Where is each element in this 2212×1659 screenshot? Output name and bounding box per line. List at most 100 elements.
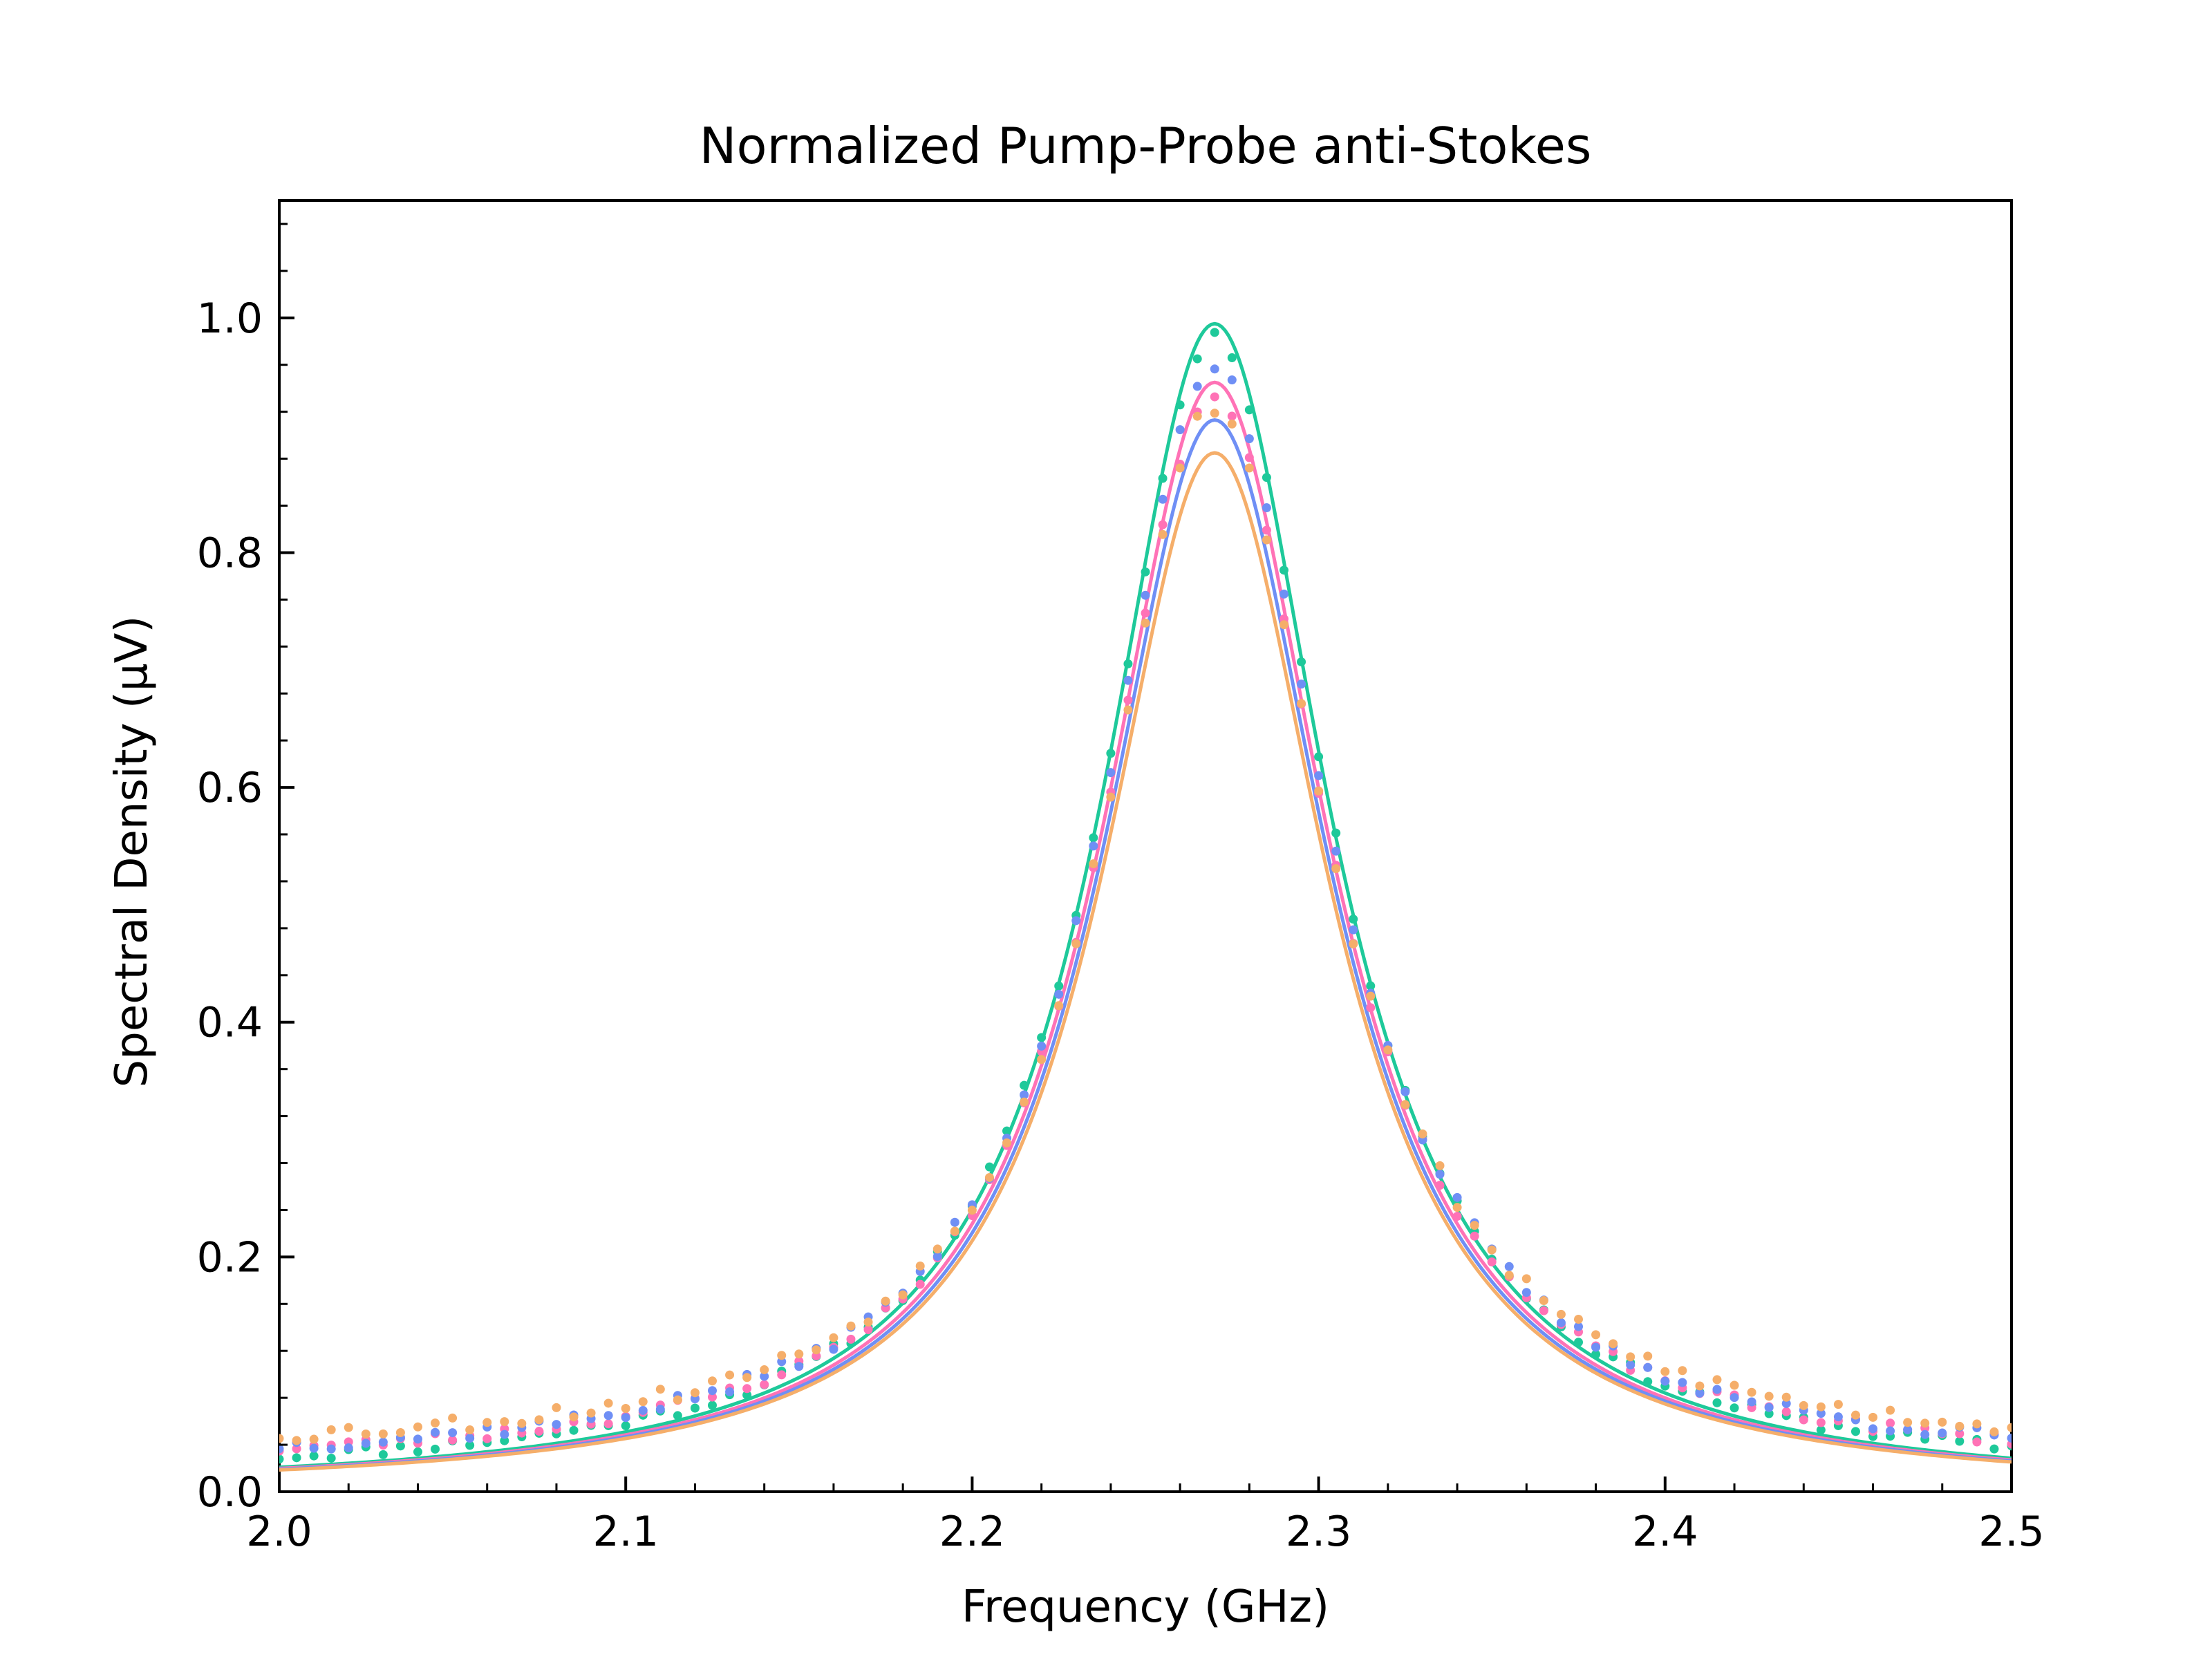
data-point-series-4 [1556,1309,1566,1319]
x-axis: 2.0 2.1 2.2 2.3 2.4 2.5 [246,1477,2045,1556]
y-tick-label: 0.0 [197,1468,263,1517]
data-point-series-3 [1331,846,1341,856]
data-point-series-4 [586,1408,596,1418]
data-point-series-3 [1175,425,1185,435]
data-point-series-3 [361,1438,371,1448]
data-point-series-4 [395,1428,405,1438]
data-point-series-4 [1504,1271,1514,1280]
data-point-series-2 [846,1334,856,1344]
data-point-series-4 [344,1423,353,1432]
data-point-series-4 [967,1206,977,1215]
data-point-series-3 [1244,434,1254,444]
data-point-series-1 [1106,749,1116,758]
data-point-series-4 [794,1349,804,1359]
data-point-series-4 [1764,1391,1774,1401]
data-point-series-3 [621,1413,630,1423]
data-point-series-4 [1106,792,1116,802]
data-point-series-4 [673,1395,682,1405]
data-point-series-1 [292,1453,301,1463]
data-point-series-4 [846,1321,856,1331]
data-point-series-4 [1781,1392,1791,1402]
data-point-series-4 [1955,1421,1965,1431]
data-point-series-3 [829,1344,838,1354]
data-point-series-4 [1868,1412,1878,1422]
data-point-series-3 [1764,1403,1774,1412]
y-tick-label: 0.6 [197,764,263,812]
data-point-series-1 [378,1450,388,1459]
data-point-series-3 [760,1371,769,1381]
data-point-series-4 [1938,1417,1947,1427]
data-point-series-3 [1868,1424,1878,1434]
data-point-series-3 [1626,1360,1635,1370]
y-axis-label: Spectral Density (μV) [106,616,158,1088]
data-point-series-4 [1002,1138,1012,1147]
data-point-series-1 [1262,473,1271,482]
data-point-series-4 [1989,1427,1999,1436]
data-point-series-1 [1020,1080,1029,1090]
x-tick-label: 2.1 [592,1508,658,1556]
data-point-series-3 [1556,1318,1566,1328]
data-point-series-1 [1764,1409,1774,1418]
data-point-series-3 [603,1411,613,1421]
data-point-series-2 [603,1419,613,1429]
data-point-series-1 [984,1162,994,1172]
data-point-series-1 [1279,565,1288,575]
data-point-series-1 [395,1441,405,1451]
data-point-series-4 [1435,1161,1445,1170]
data-point-series-4 [1349,939,1358,949]
data-point-series-4 [1591,1330,1601,1340]
data-point-series-4 [1192,411,1202,421]
data-point-series-2 [1262,525,1271,535]
data-point-series-2 [292,1444,301,1454]
data-point-series-3 [1747,1397,1756,1407]
data-point-series-4 [1262,535,1271,545]
data-point-series-4 [1799,1400,1808,1410]
data-point-series-3 [2007,1433,2012,1443]
x-tick-label: 2.0 [246,1508,312,1556]
data-point-series-1 [1002,1126,1012,1136]
data-point-series-1 [431,1444,440,1454]
data-point-series-3 [500,1430,509,1439]
data-point-series-3 [1660,1376,1670,1386]
data-point-series-4 [326,1425,336,1434]
data-point-series-3 [1695,1388,1705,1398]
data-point-series-4 [984,1172,994,1182]
data-point-series-2 [1470,1231,1479,1241]
data-point-series-4 [517,1418,527,1428]
data-point-series-4 [1037,1055,1047,1065]
data-point-series-4 [777,1351,787,1360]
data-point-series-3 [1781,1398,1791,1408]
y-tick-label: 0.2 [197,1233,263,1282]
data-point-series-4 [915,1261,925,1271]
data-point-series-3 [1521,1288,1531,1297]
data-point-series-4 [1297,699,1306,709]
data-point-series-4 [1244,463,1254,473]
data-point-series-4 [1920,1418,1930,1428]
data-point-series-4 [1366,991,1376,1001]
data-point-series-1 [413,1447,422,1456]
data-point-series-3 [777,1357,787,1367]
data-point-series-3 [1297,679,1306,689]
data-point-series-1 [1192,354,1202,364]
data-point-series-4 [1833,1400,1843,1409]
data-point-series-2 [1435,1181,1445,1190]
data-point-series-2 [1816,1418,1826,1427]
data-point-series-3 [448,1428,458,1438]
data-point-series-4 [1227,419,1237,429]
data-point-series-4 [1141,618,1150,628]
data-point-series-3 [413,1434,422,1444]
data-point-series-1 [1989,1444,1999,1454]
x-tick-label: 2.5 [1978,1508,2044,1556]
chart-title: Normalized Pump-Probe anti-Stokes [700,117,1592,175]
data-point-series-1 [1816,1425,1826,1435]
data-point-series-4 [1383,1045,1393,1055]
data-point-series-2 [777,1370,787,1380]
data-point-series-4 [1452,1203,1462,1212]
plot-area [278,199,2013,1493]
data-point-series-4 [932,1244,942,1254]
data-point-series-1 [1349,915,1358,924]
data-point-series-3 [1089,841,1098,851]
data-point-series-1 [690,1403,700,1413]
data-point-series-4 [1678,1366,1687,1376]
data-point-series-1 [1037,1033,1047,1042]
